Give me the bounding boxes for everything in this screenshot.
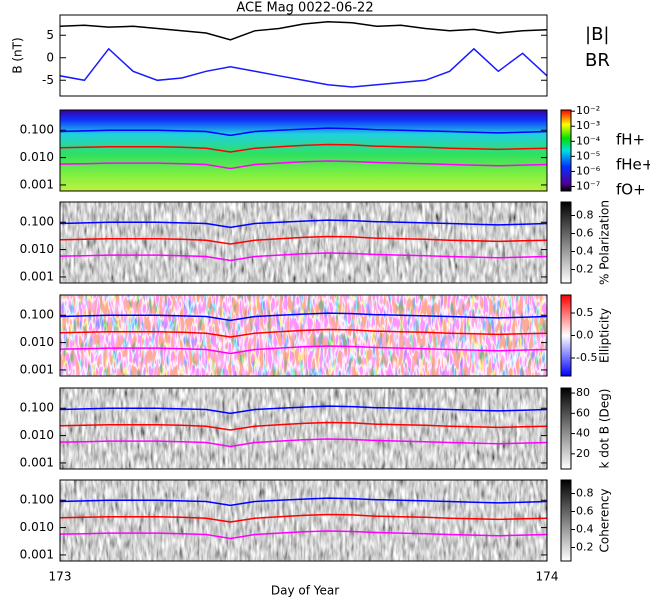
- y-tick-label: 0.001: [20, 547, 54, 561]
- colorbar-label: % Polarization: [598, 200, 612, 285]
- series-line: [60, 127, 547, 137]
- colorbar-tick-label: 0.8: [576, 487, 594, 500]
- colorbar-tick-label: 0.4: [576, 523, 594, 536]
- series-line: [60, 513, 547, 523]
- colorbar-tick-label: 0.2: [576, 541, 594, 554]
- y-tick-label: 0.010: [20, 150, 54, 164]
- series-line: [60, 421, 547, 431]
- frame-4: [59, 387, 548, 470]
- y-tick-label: 5: [46, 28, 54, 42]
- series-line: [60, 328, 547, 338]
- frame-5: [59, 479, 548, 562]
- series-line: [60, 235, 547, 245]
- series-line: [60, 160, 547, 170]
- y-tick-label: 0.010: [20, 242, 54, 256]
- spectrogram: [60, 202, 547, 283]
- spectrogram: [60, 295, 547, 376]
- colorbar: [560, 201, 572, 284]
- chart-title: ACE Mag 0022-06-22: [236, 1, 373, 16]
- colorbar-tick-label: 0.0: [576, 329, 594, 342]
- series-line: [60, 143, 547, 153]
- x-tick-label: 174: [536, 570, 559, 584]
- y-tick-label: 0.100: [20, 401, 54, 415]
- y-tick-label: 0.100: [20, 493, 54, 507]
- frame-3: [59, 294, 548, 377]
- colorbar-tick-label: 80: [576, 386, 590, 399]
- colorbar: [560, 294, 572, 377]
- series-line: [60, 345, 547, 355]
- series-line: [60, 47, 547, 88]
- colorbar: [560, 479, 572, 562]
- spectrogram: [60, 388, 547, 469]
- colorbar-tick-label: 0.6: [576, 505, 594, 518]
- colorbar-tick-label: 10⁻⁵: [576, 149, 600, 162]
- colorbar-tick-label: 20: [576, 447, 590, 460]
- y-tick-label: 0.010: [20, 428, 54, 442]
- y-tick-label: 0.001: [20, 177, 54, 191]
- colorbar: [560, 109, 572, 192]
- colorbar-tick-label: 10⁻⁷: [576, 179, 600, 192]
- legend-label: fH+: [616, 131, 645, 149]
- colorbar-tick-label: 10⁻³: [576, 119, 600, 132]
- frame-2: [59, 201, 548, 284]
- y-tick-label: -5: [42, 73, 54, 87]
- colorbar-tick-label: 0.4: [576, 245, 594, 258]
- y-axis-label: B (nT): [11, 37, 25, 73]
- colorbar-tick-label: 0.2: [576, 263, 594, 276]
- colorbar-tick-label: 10⁻²: [576, 104, 600, 117]
- legend-label: BR: [585, 50, 610, 71]
- legend-label: fHe+: [616, 156, 650, 174]
- series-line: [60, 252, 547, 262]
- legend-label: fO+: [616, 181, 646, 199]
- series-line: [60, 21, 547, 41]
- y-tick-label: 0.001: [20, 455, 54, 469]
- y-tick-label: 0.100: [20, 308, 54, 322]
- colorbar-label: Ellipticity: [598, 308, 612, 363]
- colorbar-tick-label: 60: [576, 406, 590, 419]
- frame-0: [59, 14, 548, 97]
- x-axis-label: Day of Year: [271, 584, 339, 598]
- y-tick-label: 0: [46, 50, 54, 64]
- series-line: [60, 497, 547, 507]
- y-tick-label: 0.010: [20, 520, 54, 534]
- colorbar-tick-label: 40: [576, 427, 590, 440]
- spectrogram: [60, 110, 547, 191]
- series-line: [60, 405, 547, 415]
- y-tick-label: 0.001: [20, 269, 54, 283]
- x-tick-label: 173: [49, 570, 72, 584]
- series-line: [60, 530, 547, 540]
- frame-1: [59, 109, 548, 192]
- y-tick-label: 0.010: [20, 335, 54, 349]
- colorbar-tick-label: 10⁻⁴: [576, 134, 601, 147]
- colorbar-tick-label: 0.5: [576, 306, 594, 319]
- y-tick-label: 0.100: [20, 123, 54, 137]
- colorbar-label: Coherency: [598, 488, 612, 552]
- colorbar-tick-label: 0.8: [576, 209, 594, 222]
- y-tick-label: 0.001: [20, 362, 54, 376]
- series-line: [60, 312, 547, 322]
- spectrogram: [60, 480, 547, 561]
- colorbar-tick-label: -0.5: [576, 351, 597, 364]
- colorbar-tick-label: 10⁻⁶: [576, 164, 601, 177]
- series-line: [60, 438, 547, 448]
- colorbar-tick-label: 0.6: [576, 227, 594, 240]
- colorbar: [560, 387, 572, 470]
- legend-label: |B|: [585, 24, 609, 45]
- series-line: [60, 219, 547, 229]
- colorbar-label: k dot B (Deg): [598, 389, 612, 469]
- y-tick-label: 0.100: [20, 215, 54, 229]
